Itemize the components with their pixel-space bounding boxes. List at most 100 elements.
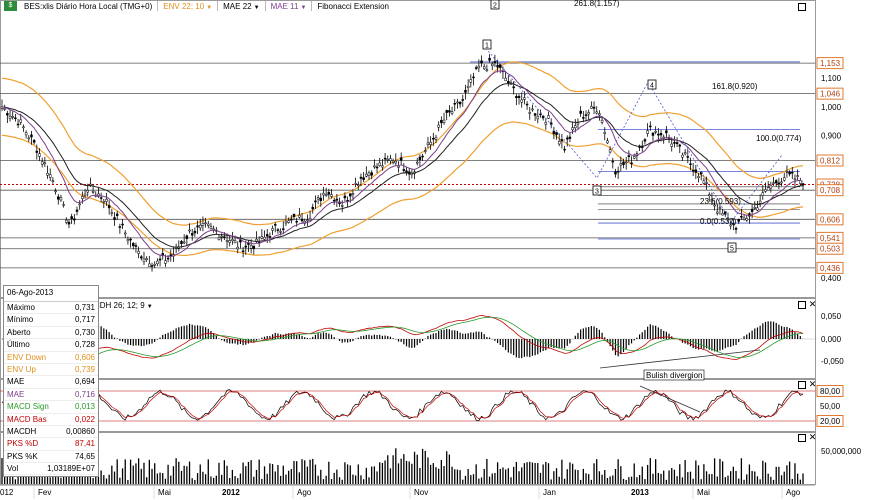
info-date: 06-Ago-2013 — [4, 286, 98, 302]
price-candle — [228, 240, 231, 243]
price-candle — [48, 174, 52, 178]
stoch-tag — [816, 385, 844, 397]
price-tick-label: 0,400 — [821, 274, 842, 283]
price-candle — [740, 216, 743, 218]
price-candle — [493, 61, 497, 63]
price-candle — [694, 169, 698, 173]
price-level-tag-text: 0,436 — [820, 264, 841, 273]
wave-label-box — [592, 185, 602, 196]
price-candle — [75, 209, 79, 212]
close-macd-panel-icon[interactable]: ✕ — [808, 299, 817, 309]
price-candle — [764, 189, 767, 192]
price-candle — [523, 97, 526, 100]
price-candle — [107, 205, 111, 209]
price-candle — [466, 85, 470, 88]
price-level-tag — [816, 87, 844, 100]
price-candle — [734, 227, 738, 230]
price-candle — [442, 119, 446, 123]
macd-indicator-label[interactable]: CDH 26; 12; 9 ▼ — [94, 301, 153, 310]
price-candle — [563, 148, 566, 151]
price-candle — [354, 183, 357, 185]
price-candle — [158, 258, 162, 261]
macd-tick-label: 0,000 — [821, 335, 842, 344]
price-candle — [472, 76, 475, 79]
price-candle — [566, 137, 569, 140]
env-indicator-label[interactable]: ENV 22; 10 ▼ — [158, 2, 217, 11]
price-candle — [83, 193, 87, 196]
price-candle — [616, 170, 620, 173]
price-candle — [568, 136, 572, 139]
price-candle — [654, 131, 657, 133]
price-candle — [456, 101, 459, 104]
info-row-value: 0,728 — [74, 340, 95, 350]
price-candle — [327, 192, 331, 195]
fibonacci-tool-label[interactable]: Fibonacci Extension — [317, 1, 389, 11]
price-candle — [244, 245, 248, 248]
price-candle — [539, 113, 542, 116]
price-candle — [713, 204, 716, 207]
price-candle — [322, 192, 325, 196]
info-row-label: MACD Sign — [7, 402, 49, 412]
symbol-title[interactable]: BES:xlis Diário Hora Local (TMG+0) — [24, 1, 153, 11]
price-level-tag-text: 0,606 — [820, 215, 841, 224]
price-candle — [432, 137, 435, 140]
price-candle — [137, 250, 140, 254]
price-level-tag-text: 0,503 — [820, 245, 841, 254]
close-stoch-panel-icon[interactable]: ✕ — [808, 379, 817, 389]
close-volume-panel-icon[interactable]: ✕ — [808, 432, 817, 442]
price-candle — [515, 96, 518, 99]
mae22-indicator-label[interactable]: MAE 22 ▼ — [218, 2, 264, 11]
price-candle — [445, 110, 448, 113]
price-candle — [590, 106, 593, 109]
price-candle — [571, 127, 574, 131]
maximize-macd-panel-icon[interactable] — [798, 301, 806, 309]
price-candle — [198, 225, 202, 229]
price-candle — [231, 239, 234, 242]
info-row: MACD Bas 0,022 — [4, 414, 98, 426]
price-candle — [528, 112, 531, 114]
price-candle — [156, 260, 159, 265]
price-candle — [429, 141, 432, 145]
mae11-indicator-label[interactable]: MAE 11 ▼ — [266, 2, 312, 11]
header-divider — [264, 1, 266, 11]
price-candle — [689, 163, 692, 166]
fibonacci-label: 23.6(0.593) — [700, 197, 741, 206]
price-candle — [271, 228, 274, 231]
maximize-volume-panel-icon[interactable] — [798, 434, 806, 442]
price-candle — [461, 99, 465, 101]
price-candle — [464, 89, 467, 93]
price-candle — [657, 133, 660, 136]
maximize-price-panel-icon[interactable] — [798, 3, 806, 11]
price-candle — [758, 200, 762, 204]
macd-signal-line — [2, 316, 803, 364]
price-candle — [132, 242, 135, 247]
price-candle — [290, 218, 293, 221]
price-candle — [643, 139, 647, 142]
price-candle — [0, 106, 4, 109]
price-candle — [142, 258, 146, 263]
price-candle — [386, 158, 390, 161]
price-candle — [314, 200, 317, 203]
price-candle — [448, 110, 451, 113]
month-label: Nov — [414, 488, 428, 497]
price-candle — [477, 65, 481, 69]
info-row-value: 0,606 — [74, 352, 95, 362]
price-candle — [726, 217, 730, 220]
price-candle — [389, 158, 392, 161]
price-candle — [123, 232, 127, 235]
price-candle — [330, 194, 333, 197]
price-candle — [632, 156, 636, 159]
price-candle — [311, 206, 315, 210]
price-candle — [533, 113, 537, 116]
price-candle — [600, 119, 604, 123]
wave-label: 1 — [485, 43, 489, 50]
wave-label: 2 — [493, 3, 497, 10]
maximize-stoch-panel-icon[interactable] — [798, 381, 806, 389]
price-candle — [166, 257, 170, 260]
price-candle — [485, 69, 489, 72]
price-candle — [761, 192, 765, 196]
year-label: 2013 — [631, 488, 649, 497]
month-label: Mai — [158, 488, 171, 497]
price-level-tag-text: 0,541 — [820, 234, 841, 243]
